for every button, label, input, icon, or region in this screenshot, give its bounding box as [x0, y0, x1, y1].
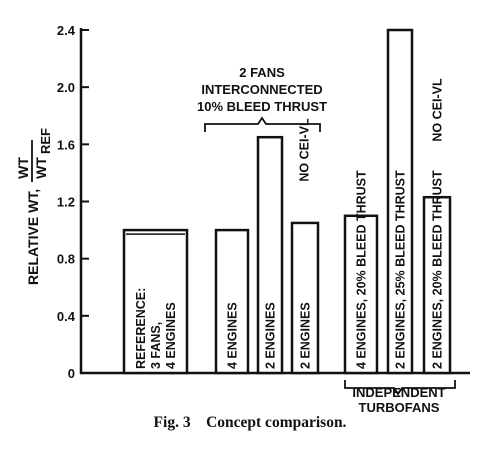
bar-group: 4 ENGINES: [214, 228, 250, 375]
bar-note: NO CEI-VL: [298, 118, 312, 182]
bar: [122, 228, 189, 375]
y-tick-label: 0.8: [57, 252, 75, 267]
caption-text: Concept comparison.: [206, 414, 347, 431]
bar-group: 2 ENGINES NO CEI-VL: [290, 118, 320, 375]
fraction-numerator: WT: [15, 157, 31, 179]
bar: [386, 28, 414, 375]
bar-label: 2 ENGINES: [299, 302, 313, 369]
bar-label: 4 ENGINES, 20% BLEED THRUST: [355, 170, 369, 369]
bracket-bottom: [344, 380, 456, 396]
y-tick-label: 0: [68, 366, 75, 381]
group-brackets: 2 FANS INTERCONNECTED 10% BLEED THRUST INDE…: [197, 65, 456, 415]
bar-group: 2 ENGINES, 25% BLEED THRUST: [386, 28, 414, 375]
bar-label: 3 FANS,: [149, 322, 163, 369]
bar-group: 2 ENGINES, 20% BLEED THRUST NO CEI-VL: [422, 78, 452, 375]
y-tick-label: 2.0: [57, 80, 75, 95]
group-label-top: 10% BLEED THRUST: [197, 99, 327, 114]
y-tick-label: 2.4: [57, 23, 76, 38]
bar-group: REFERENCE: 3 FANS, 4 ENGINES: [122, 228, 189, 375]
y-tick-label: 1.6: [57, 137, 75, 152]
bracket-top: [204, 116, 321, 132]
bar-label: 4 ENGINES: [226, 302, 240, 369]
bar-group: 4 ENGINES, 20% BLEED THRUST: [343, 170, 379, 375]
bar: [422, 195, 452, 375]
bar-label: REFERENCE:: [134, 288, 148, 369]
fraction-denominator-subscript: REF: [38, 128, 53, 154]
fraction-denominator: WT: [33, 157, 49, 179]
bar-note: NO CEI-VL: [431, 78, 445, 142]
bar: [290, 221, 320, 375]
group-label-bottom: INDEPENDENT: [352, 385, 445, 400]
group-label-top: INTERCONNECTED: [201, 82, 322, 97]
caption-figure-number: Fig. 3: [153, 414, 191, 431]
y-tick-label: 1.2: [57, 195, 75, 210]
bars: REFERENCE: 3 FANS, 4 ENGINES 4 ENGINES 2 ENG…: [122, 28, 452, 375]
bar-label: 4 ENGINES: [164, 302, 178, 369]
bar-label: 2 ENGINES, 25% BLEED THRUST: [394, 170, 408, 369]
bar: [256, 135, 284, 375]
bar-label: 2 ENGINES, 20% BLEED THRUST: [431, 170, 445, 369]
y-tick-label: 0.4: [57, 309, 76, 324]
group-label-bottom: TURBOFANS: [359, 400, 440, 415]
figure-caption: Fig. 3 Concept comparison.: [0, 414, 500, 432]
y-axis-label: RELATIVE WT, WT WT REF: [15, 128, 53, 285]
bar: [214, 228, 250, 375]
bar: [343, 214, 379, 375]
bar-label: 2 ENGINES: [264, 302, 278, 369]
y-axis-label-fraction: WT WT REF: [15, 128, 53, 182]
group-label-top: 2 FANS: [239, 65, 285, 80]
bar-group: 2 ENGINES: [256, 135, 284, 375]
y-axis-label-text: RELATIVE WT,: [25, 189, 41, 285]
